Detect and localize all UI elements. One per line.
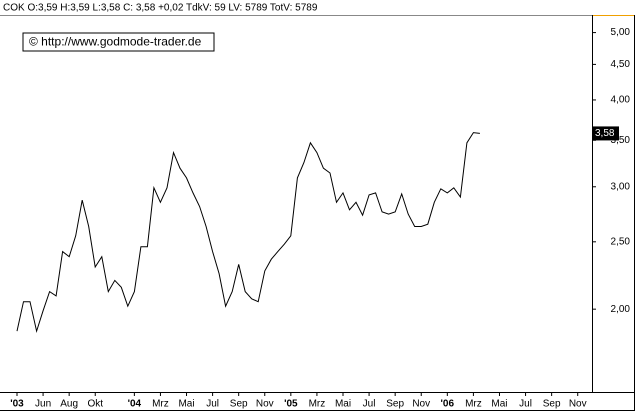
y-tick-label: 2,50 <box>611 236 631 247</box>
x-tick-label: Mrz <box>465 399 482 410</box>
x-tick-label: Nov <box>412 399 430 410</box>
x-tick-label: Jul <box>519 399 532 410</box>
y-tick-label: 3,50 <box>611 135 631 146</box>
y-tick-label: 4,50 <box>611 59 631 70</box>
x-tick-label: Okt <box>87 399 103 410</box>
x-tick-label: Sep <box>230 399 248 410</box>
x-tick-label: Jun <box>35 399 51 410</box>
x-tick-label: Aug <box>60 399 78 410</box>
watermark: © http://www.godmode-trader.de <box>29 35 202 49</box>
last-price-label: 3,58 <box>595 128 615 139</box>
x-tick-label: Mai <box>178 399 194 410</box>
x-tick-label: Nov <box>256 399 274 410</box>
x-tick-label: Mrz <box>309 399 326 410</box>
x-tick-label: '04 <box>128 399 142 410</box>
header-text: COK O:3,59 H:3,59 L:3,58 C: 3,58 +0,02 T… <box>3 3 318 14</box>
x-tick-label: '06 <box>441 399 455 410</box>
x-tick-label: Jul <box>363 399 376 410</box>
watermark-box <box>22 32 215 52</box>
x-tick-label: Sep <box>386 399 404 410</box>
y-tick-label: 3,00 <box>611 181 631 192</box>
x-tick-label: Mai <box>335 399 351 410</box>
x-tick-label: '05 <box>284 399 298 410</box>
y-tick-label: 2,00 <box>611 304 631 315</box>
x-tick-label: Jul <box>206 399 219 410</box>
x-tick-label: Mai <box>491 399 507 410</box>
y-tick-label: 4,00 <box>611 95 631 106</box>
y-tick-label: 5,00 <box>611 27 631 38</box>
x-tick-label: '03 <box>10 399 24 410</box>
x-tick-label: Mrz <box>152 399 169 410</box>
last-price-marker <box>593 126 619 141</box>
price-line <box>16 132 480 334</box>
x-tick-label: Sep <box>543 399 561 410</box>
x-tick-label: Nov <box>569 399 587 410</box>
